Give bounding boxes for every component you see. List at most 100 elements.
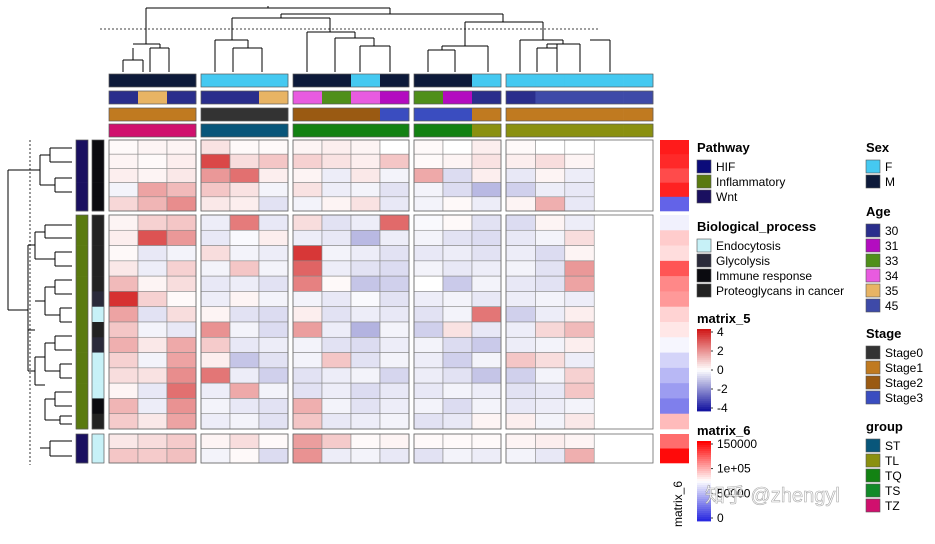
heatmap-cell: [321, 153, 352, 169]
heatmap-cell: [505, 196, 536, 212]
legend-title-sex: Sex: [866, 140, 890, 155]
heatmap-cell: [505, 275, 536, 292]
heatmap-cell: [564, 306, 595, 323]
colorbar-segment: [697, 370, 711, 373]
heatmap-cell: [166, 229, 197, 246]
heatmap-cell: [471, 260, 502, 277]
column-annotation-cell: [293, 124, 323, 137]
heatmap-cell: [442, 168, 473, 183]
heatmap-block-border: [200, 433, 289, 464]
heatmap-cell: [292, 229, 323, 246]
legend-label: M: [885, 175, 895, 189]
column-annotation-cell: [230, 74, 260, 87]
column-annotation-border: [108, 107, 197, 122]
heatmap-cell: [535, 352, 566, 369]
legend-swatch: [865, 498, 881, 513]
colorbar-segment: [697, 339, 711, 342]
legend-label: 30: [885, 224, 899, 238]
legend-label: TQ: [885, 469, 902, 483]
heatmap-cell: [321, 214, 352, 231]
heatmap-cell: [108, 275, 139, 292]
legend-label: Stage0: [885, 346, 923, 360]
column-annotation-cell: [380, 74, 410, 87]
colorbar-segment: [697, 481, 711, 484]
heatmap-cell: [200, 367, 231, 384]
heatmap-cell: [505, 182, 536, 198]
heatmap-cell: [166, 448, 197, 464]
legend-swatch: [865, 298, 881, 313]
matrix-6-cell: [660, 413, 689, 430]
colorbar-segment: [697, 378, 711, 381]
column-annotation-cell: [472, 74, 502, 87]
matrix-6-cell: [660, 291, 689, 308]
heatmap-cell: [379, 291, 410, 308]
column-annotation-cell: [351, 108, 381, 121]
heatmap-cell: [258, 196, 289, 212]
heatmap-cell: [137, 367, 168, 384]
column-annotation-cell: [322, 124, 352, 137]
heatmap-cell: [200, 291, 231, 308]
heatmap-cell: [258, 229, 289, 246]
colorbar-segment: [697, 515, 711, 518]
matrix-6-cell: [660, 383, 689, 399]
heatmap-block-border: [292, 433, 410, 464]
heatmap-cell: [442, 196, 473, 212]
heatmap-cell: [229, 245, 260, 262]
heatmap-cell: [350, 196, 381, 212]
heatmap-cell: [505, 433, 536, 449]
colorbar-segment: [697, 398, 711, 402]
colorbar-segment: [697, 499, 711, 502]
colorbar-segment: [697, 382, 711, 385]
column-annotation-cell: [201, 74, 231, 87]
matrix-6-cell: [660, 215, 689, 231]
heatmap-cell: [350, 398, 381, 415]
heatmap-cell: [200, 321, 231, 338]
column-annotation-border: [108, 73, 197, 88]
colorbar-segment: [697, 517, 711, 520]
heatmap-cell: [108, 291, 139, 308]
heatmap-cell: [200, 275, 231, 292]
heatmap-cell: [471, 336, 502, 353]
colorbar-segment: [697, 497, 711, 500]
heatmap-cell: [258, 214, 289, 231]
column-annotation-cell: [414, 124, 444, 137]
column-annotation-cell: [594, 108, 624, 121]
row-process-cell: [92, 215, 104, 231]
heatmap-cell: [137, 321, 168, 338]
column-annotation-cell: [201, 108, 231, 121]
matrix-6-cell: [660, 245, 689, 262]
colorbar-segment: [697, 331, 711, 334]
heatmap-cell: [166, 196, 197, 212]
heatmap-cell: [471, 367, 502, 384]
colorbar-segment: [697, 461, 711, 464]
matrix-6-cell: [660, 168, 689, 183]
heatmap-cell: [564, 153, 595, 169]
matrix-6-cell: [660, 434, 689, 449]
heatmap-cell: [137, 260, 168, 277]
column-annotation-cell: [535, 91, 566, 104]
heatmap-cell: [350, 291, 381, 308]
column-annotation-cell: [472, 91, 502, 104]
column-annotation-cell: [594, 74, 624, 87]
heatmap-cell: [413, 153, 444, 169]
heatmap-cell: [229, 196, 260, 212]
row-pathway-cell: [76, 413, 88, 430]
column-annotation-cell: [623, 124, 654, 137]
column-annotation-cell: [230, 91, 260, 104]
heatmap-cell: [442, 275, 473, 292]
column-annotation-border: [292, 90, 410, 105]
heatmap-cell: [505, 336, 536, 353]
heatmap-cell: [442, 306, 473, 323]
row-process-cell: [92, 154, 104, 169]
heatmap-cell: [229, 448, 260, 464]
heatmap-cell: [292, 182, 323, 198]
heatmap-cell: [564, 367, 595, 384]
matrix-6-cell: [660, 230, 689, 246]
heatmap-cell: [258, 168, 289, 183]
heatmap-cell: [379, 321, 410, 338]
heatmap-cell: [292, 306, 323, 323]
column-annotation-cell: [535, 124, 566, 137]
colorbar-segment: [697, 394, 711, 398]
